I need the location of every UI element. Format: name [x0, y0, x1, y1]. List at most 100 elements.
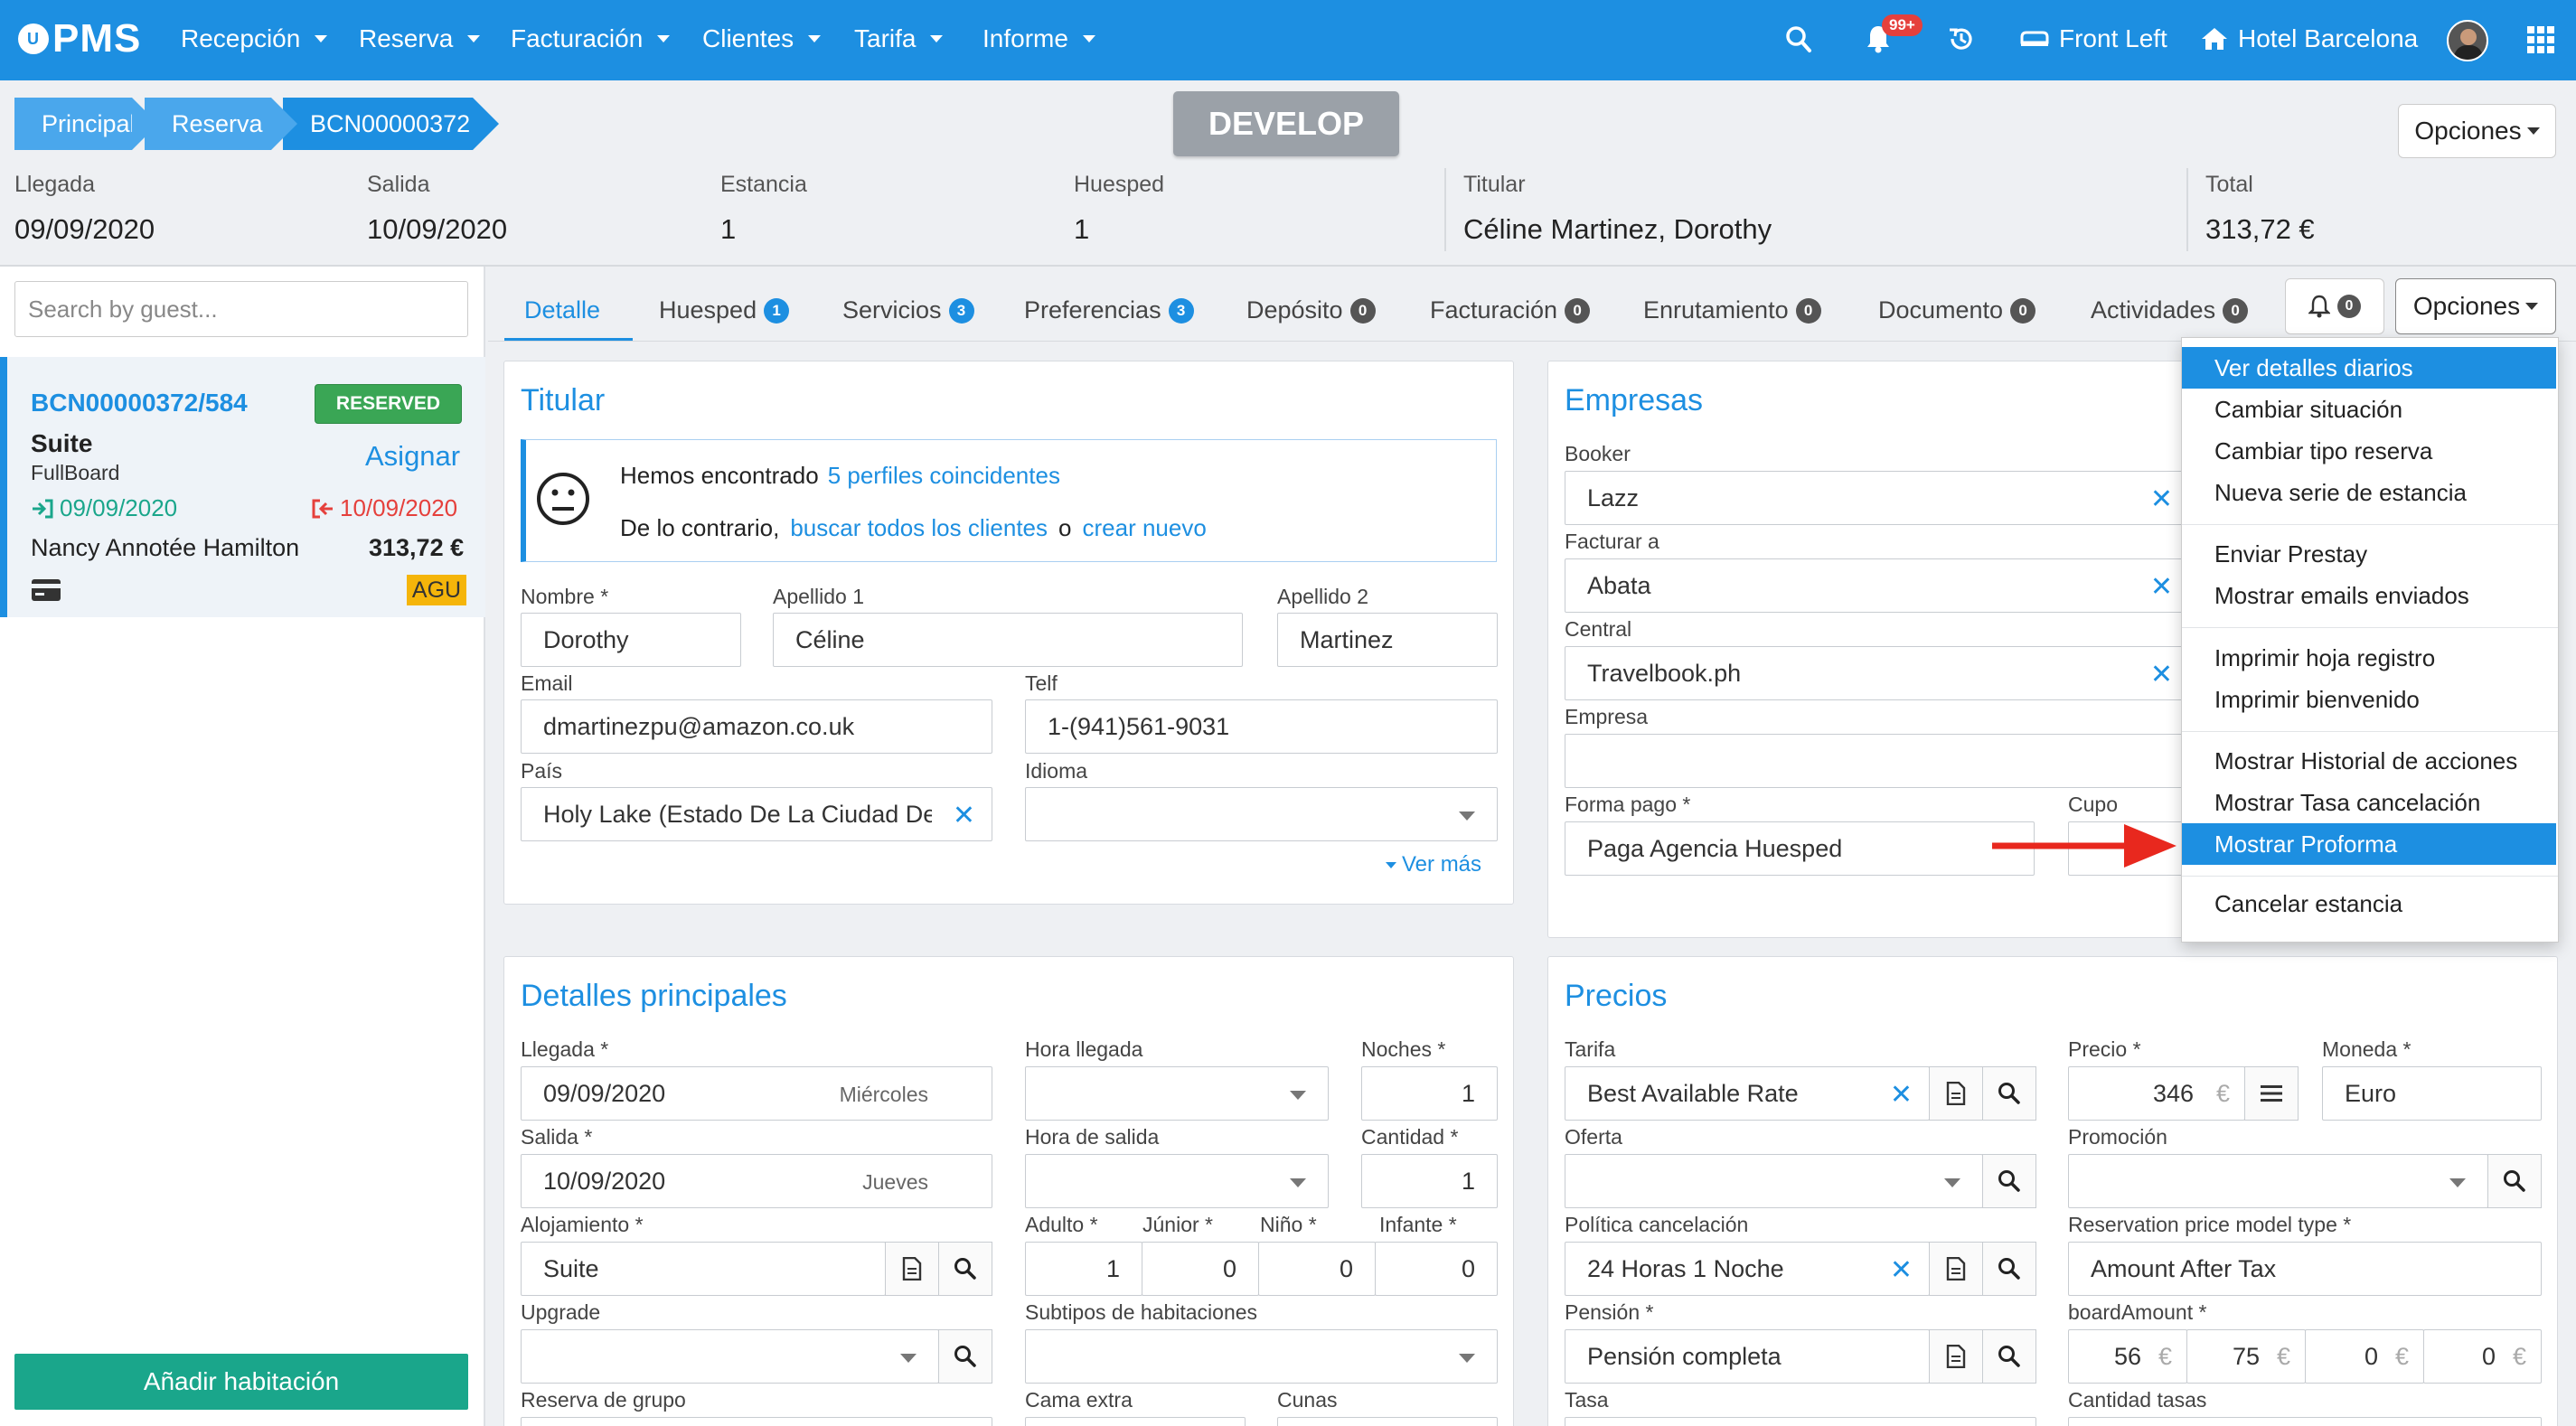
idioma-select[interactable] [1025, 787, 1498, 841]
menu-item-ver-detalles-diarios[interactable]: Ver detalles diarios [2182, 347, 2556, 389]
oferta-select[interactable] [1565, 1154, 1983, 1208]
reservation-card[interactable]: BCN00000372/584 RESERVED Suite FullBoard… [0, 357, 485, 617]
menu-item-historial-acciones[interactable]: Mostrar Historial de acciones [2214, 746, 2518, 774]
email-field[interactable]: dmartinezpu@amazon.co.uk [521, 699, 992, 754]
breadcrumb-current[interactable]: BCN00000372 [283, 98, 499, 150]
menu-facturacion[interactable]: Facturación [511, 24, 671, 53]
upgrade-search-button[interactable] [938, 1329, 992, 1384]
rpm-field[interactable]: Amount After Tax [2068, 1242, 2542, 1296]
empresa-field[interactable] [1565, 734, 2190, 788]
forma-pago-field[interactable]: Paga Agencia Huesped [1565, 821, 2035, 876]
booker-field[interactable]: Lazz ✕ [1565, 471, 2190, 525]
menu-item-nueva-serie[interactable]: Nueva serie de estancia [2214, 478, 2467, 506]
cantidad-field[interactable]: 1 [1361, 1154, 1498, 1208]
tarifa-field[interactable]: Best Available Rate ✕ [1565, 1066, 1930, 1121]
pension-document-button[interactable] [1929, 1329, 1983, 1384]
pension-search-button[interactable] [1982, 1329, 2036, 1384]
menu-item-imprimir-bienvenido[interactable]: Imprimir bienvenido [2214, 685, 2420, 713]
menu-clientes[interactable]: Clientes [702, 24, 822, 53]
menu-item-tasa-cancelacion[interactable]: Mostrar Tasa cancelación [2214, 788, 2481, 816]
search-button[interactable] [938, 1242, 992, 1296]
infante-field[interactable]: 0 [1375, 1242, 1498, 1296]
nombre-field[interactable]: Dorothy [521, 613, 741, 667]
cama-extra-field[interactable] [1025, 1417, 1246, 1426]
search-all-clients-link[interactable]: buscar todos los clientes [790, 514, 1048, 541]
adulto-field[interactable]: 1 [1025, 1242, 1142, 1296]
moneda-field[interactable]: Euro [2322, 1066, 2542, 1121]
tab-detalle[interactable]: Detalle [524, 296, 600, 324]
precio-field[interactable]: 346 € [2068, 1066, 2245, 1121]
tab-actividades[interactable]: Actividades 0 [2091, 296, 2249, 324]
menu-item-cambiar-tipo-reserva[interactable]: Cambiar tipo reserva [2214, 436, 2433, 464]
brand-logo[interactable]: U PMS [18, 16, 141, 61]
matching-profiles-link[interactable]: 5 perfiles coincidentes [827, 462, 1060, 489]
options-button-tabs[interactable]: Opciones [2395, 278, 2556, 334]
assign-link[interactable]: Asignar [365, 440, 461, 472]
apellido2-field[interactable]: Martinez [1277, 613, 1498, 667]
alojamiento-field[interactable]: Suite [521, 1242, 886, 1296]
tab-deposito[interactable]: Depósito 0 [1246, 296, 1376, 324]
hotel-selector[interactable]: Hotel Barcelona [2200, 24, 2418, 53]
tab-servicios[interactable]: Servicios 3 [842, 296, 974, 324]
pais-select[interactable]: Holy Lake (Estado De La Ciudad Del Vatic… [521, 787, 992, 841]
facturar-field[interactable]: Abata ✕ [1565, 558, 2190, 613]
tab-facturacion[interactable]: Facturación 0 [1430, 296, 1591, 324]
add-room-button[interactable]: Añadir habitación [14, 1354, 468, 1410]
nino-field[interactable]: 0 [1258, 1242, 1376, 1296]
board-amount-field[interactable]: 0 € [2305, 1329, 2424, 1384]
politica-search-button[interactable] [1982, 1242, 2036, 1296]
tarifa-search-button[interactable] [1982, 1066, 2036, 1121]
menu-item-mostrar-proforma[interactable]: Mostrar Proforma [2182, 823, 2556, 865]
menu-informe[interactable]: Informe [982, 24, 1095, 53]
clear-icon[interactable]: ✕ [952, 801, 975, 830]
promocion-search-button[interactable] [2487, 1154, 2542, 1208]
politica-field[interactable]: 24 Horas 1 Noche ✕ [1565, 1242, 1930, 1296]
tarifa-document-button[interactable] [1929, 1066, 1983, 1121]
hora-salida-select[interactable] [1025, 1154, 1329, 1208]
search-icon[interactable] [1785, 24, 1812, 61]
tasa-field[interactable] [1565, 1417, 2036, 1426]
tab-preferencias[interactable]: Preferencias 3 [1024, 296, 1194, 324]
tab-documento[interactable]: Documento 0 [1878, 296, 2036, 324]
clear-icon[interactable]: ✕ [2149, 660, 2173, 690]
promocion-select[interactable] [2068, 1154, 2488, 1208]
history-icon[interactable] [1947, 24, 1976, 60]
search-guest-input[interactable]: Search by guest... [14, 281, 468, 337]
tab-huesped[interactable]: Huesped 1 [659, 296, 790, 324]
clear-icon[interactable]: ✕ [1889, 1255, 1913, 1285]
create-client-link[interactable]: crear nuevo [1082, 514, 1207, 541]
noches-field[interactable]: 1 [1361, 1066, 1498, 1121]
menu-item-mostrar-emails[interactable]: Mostrar emails enviados [2214, 581, 2469, 609]
front-selector[interactable]: Front Left [2019, 24, 2167, 53]
clear-icon[interactable]: ✕ [1889, 1080, 1913, 1110]
telf-field[interactable]: 1-(941)561-9031 [1025, 699, 1498, 754]
menu-tarifa[interactable]: Tarifa [854, 24, 944, 53]
upgrade-select[interactable] [521, 1329, 939, 1384]
tab-enrutamiento[interactable]: Enrutamiento 0 [1643, 296, 1821, 324]
board-amount-field[interactable]: 75 € [2186, 1329, 2306, 1384]
junior-field[interactable]: 0 [1142, 1242, 1259, 1296]
menu-recepcion[interactable]: Recepción [181, 24, 328, 53]
cunas-field[interactable] [1277, 1417, 1498, 1426]
price-breakdown-button[interactable] [2244, 1066, 2299, 1121]
notifications-button[interactable]: 0 [2285, 278, 2384, 334]
menu-item-cambiar-situacion[interactable]: Cambiar situación [2214, 395, 2403, 423]
board-amount-field[interactable]: 0 € [2423, 1329, 2542, 1384]
clear-icon[interactable]: ✕ [2149, 572, 2173, 602]
user-avatar[interactable] [2447, 20, 2488, 61]
clear-icon[interactable]: ✕ [2149, 484, 2173, 514]
apps-grid-icon[interactable] [2527, 26, 2554, 60]
oferta-search-button[interactable] [1982, 1154, 2036, 1208]
menu-reserva[interactable]: Reserva [359, 24, 481, 53]
breadcrumb-principal[interactable]: Principal [14, 98, 158, 150]
grupo-field[interactable] [521, 1417, 992, 1426]
hora-llegada-select[interactable] [1025, 1066, 1329, 1121]
cantidad-tasas-field[interactable] [2068, 1417, 2542, 1426]
options-button-top[interactable]: Opciones [2398, 104, 2556, 158]
document-button[interactable] [885, 1242, 939, 1296]
ver-mas-link[interactable]: Ver más [1386, 852, 1481, 877]
apellido1-field[interactable]: Céline [773, 613, 1243, 667]
menu-item-cancelar-estancia[interactable]: Cancelar estancia [2214, 889, 2403, 917]
salida-field[interactable]: 10/09/2020 Jueves [521, 1154, 992, 1208]
menu-item-imprimir-hoja[interactable]: Imprimir hoja registro [2214, 643, 2436, 671]
